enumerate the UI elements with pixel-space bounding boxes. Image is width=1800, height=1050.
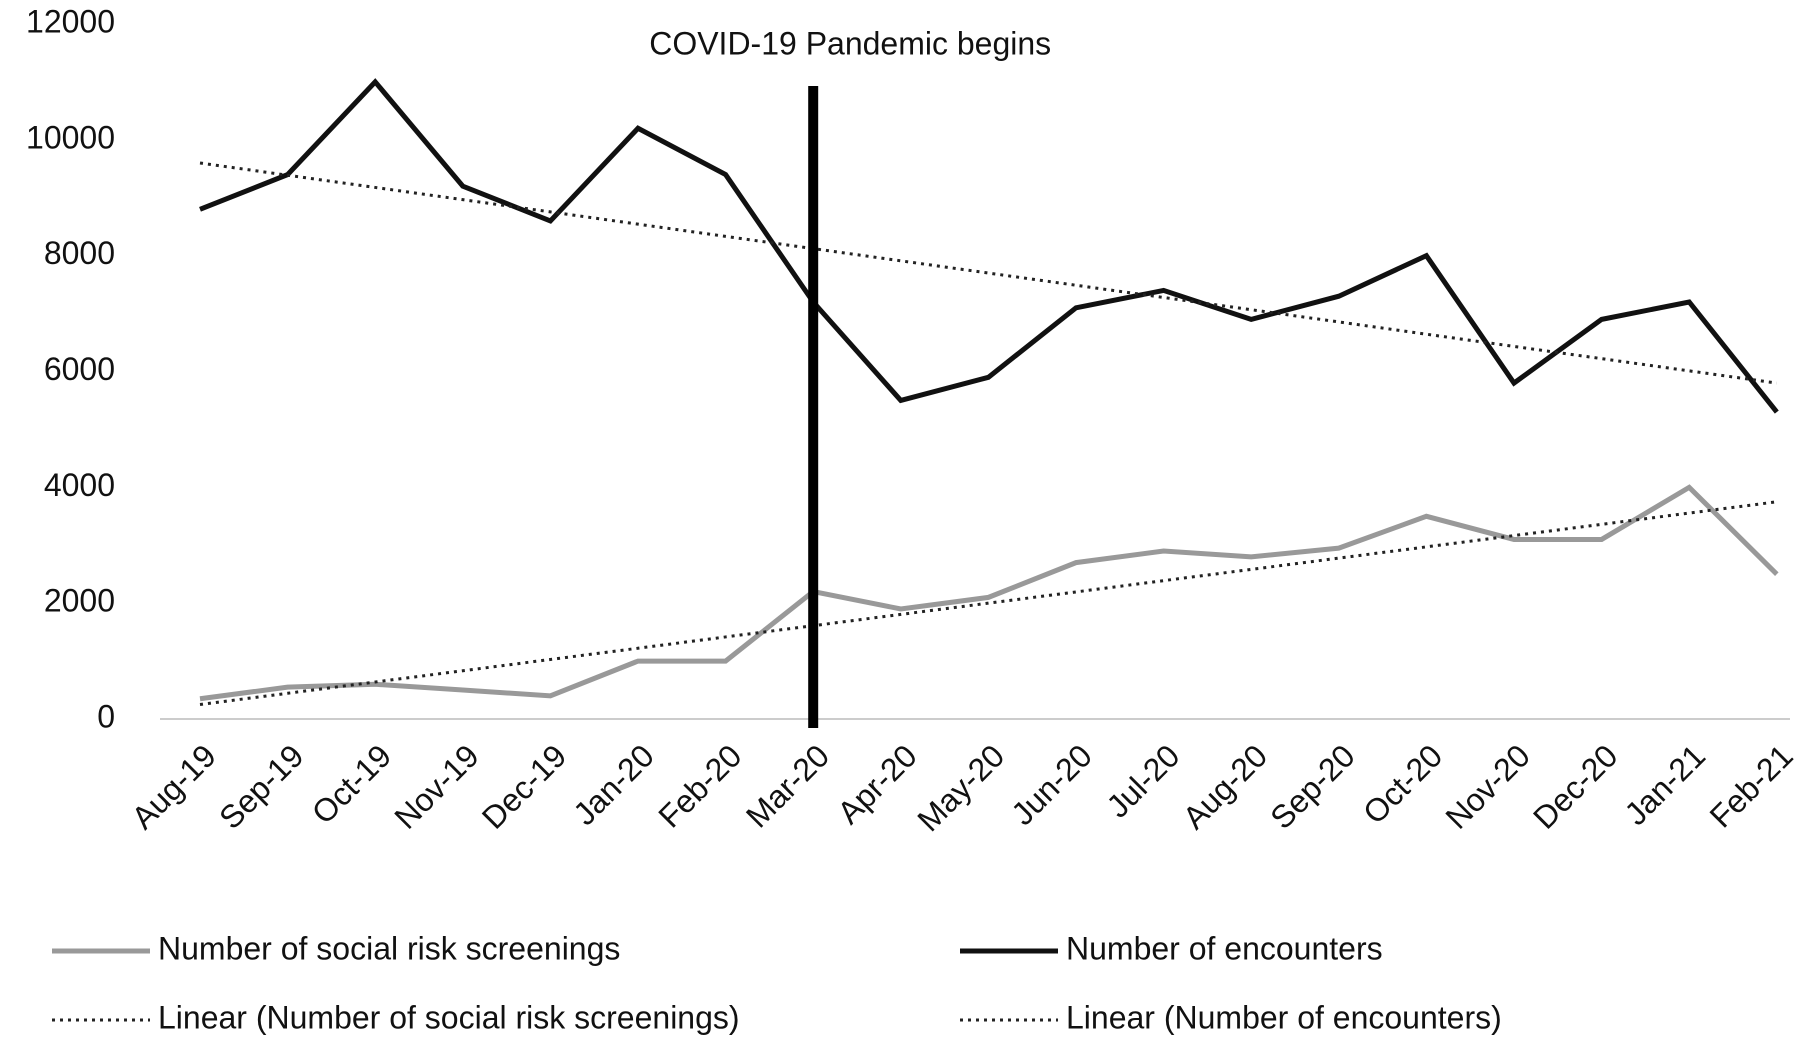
- legend-label: Linear (Number of social risk screenings…: [158, 999, 740, 1035]
- x-tick-label: Dec-19: [475, 737, 573, 835]
- x-tick-label: Sep-19: [212, 737, 310, 835]
- series-line: [199, 484, 1779, 702]
- legend-label: Number of encounters: [1066, 930, 1383, 966]
- legend-label: Number of social risk screenings: [158, 930, 620, 966]
- x-tick-label: Oct-20: [1356, 737, 1449, 830]
- x-tick-label: Jul-20: [1099, 737, 1186, 824]
- y-tick-label: 4000: [44, 467, 115, 503]
- x-tick-label: May-20: [910, 737, 1011, 838]
- x-tick-label: Aug-19: [125, 737, 223, 835]
- x-tick-label: Nov-19: [387, 737, 485, 835]
- y-tick-label: 2000: [44, 583, 115, 619]
- x-tick-label: Sep-20: [1263, 737, 1361, 835]
- x-tick-label: Dec-20: [1526, 737, 1624, 835]
- x-tick-label: Feb-21: [1703, 737, 1800, 834]
- y-tick-label: 8000: [44, 235, 115, 271]
- series-line: [199, 78, 1779, 414]
- x-tick-label: Jan-20: [566, 737, 661, 832]
- x-tick-label: Nov-20: [1439, 737, 1537, 835]
- x-tick-label: Jun-20: [1004, 737, 1099, 832]
- trend-line: [199, 161, 1778, 385]
- x-tick-label: Aug-20: [1176, 737, 1274, 835]
- y-tick-label: 0: [97, 698, 115, 734]
- trend-line: [199, 500, 1777, 707]
- y-tick-label: 10000: [26, 119, 115, 155]
- x-tick-label: Feb-20: [651, 737, 748, 834]
- x-tick-label: Oct-19: [305, 737, 398, 830]
- x-tick-label: Mar-20: [739, 737, 836, 834]
- y-tick-label: 12000: [26, 3, 115, 39]
- legend-label: Linear (Number of encounters): [1066, 999, 1502, 1035]
- annotation: COVID-19 Pandemic begins: [649, 25, 1051, 61]
- x-tick-label: Apr-20: [830, 737, 923, 830]
- x-tick-label: Jan-21: [1617, 737, 1712, 832]
- y-tick-label: 6000: [44, 351, 115, 387]
